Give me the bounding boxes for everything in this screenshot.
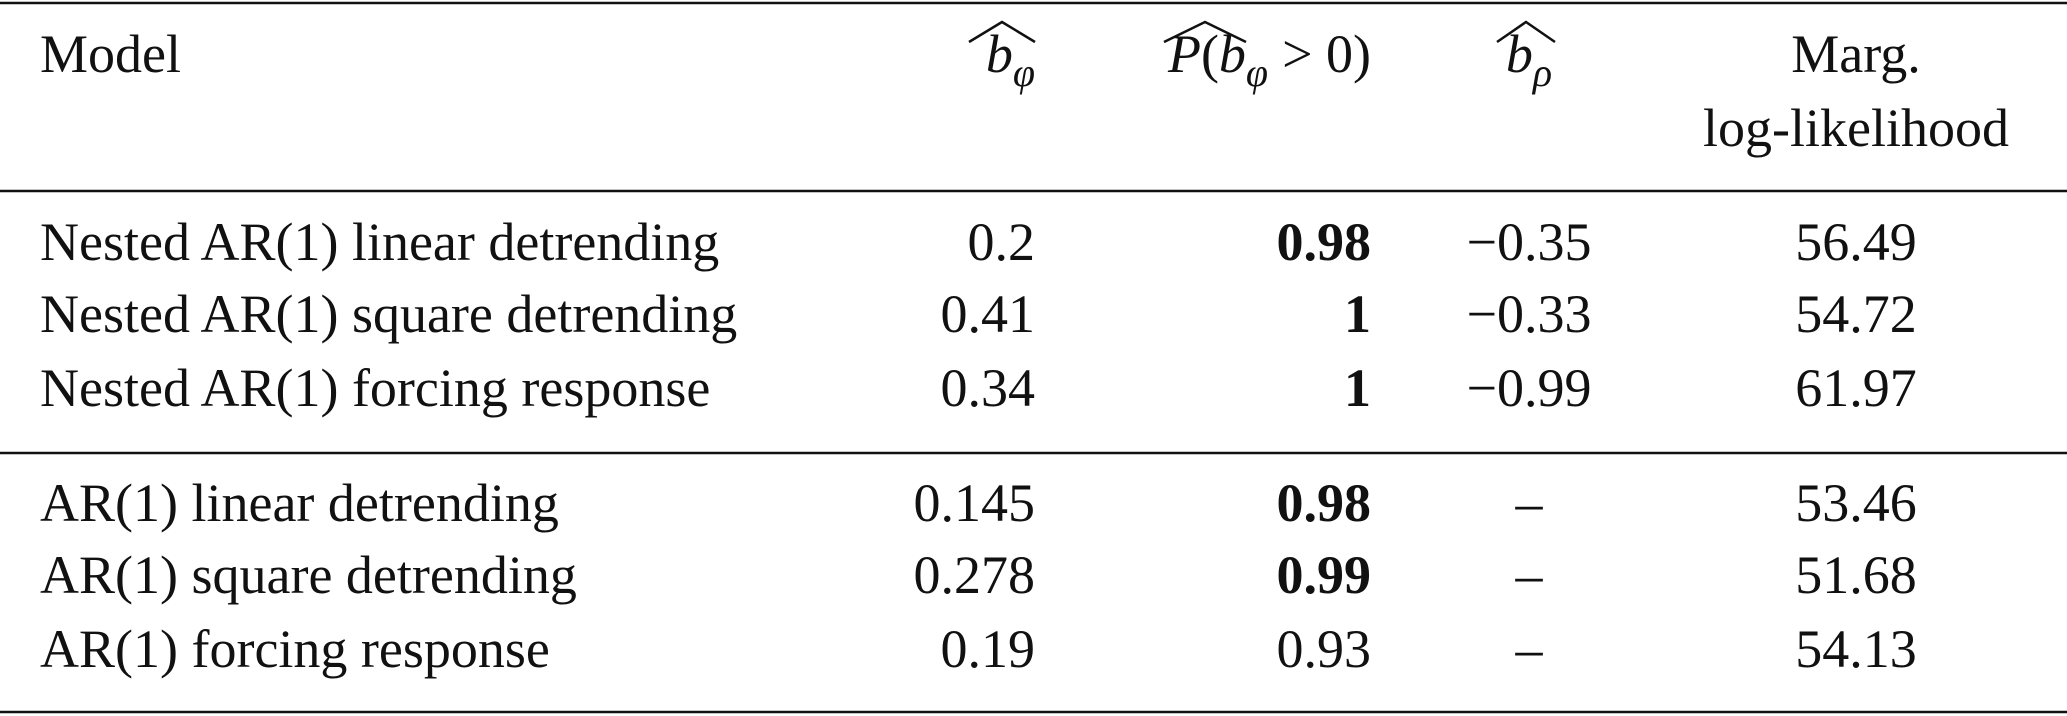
cell: 0.41 (941, 284, 1036, 344)
cell: 0.93 (1277, 619, 1372, 679)
cell: −0.99 (1467, 358, 1592, 418)
cell: 51.68 (1795, 545, 1917, 605)
cell: 1 (1344, 284, 1371, 344)
cell: 0.34 (941, 358, 1036, 418)
header-model: Model (40, 24, 181, 84)
function: P (1167, 24, 1201, 84)
row-label: AR(1) linear detrending (40, 473, 559, 533)
paren: ( (1201, 24, 1219, 84)
cell: – (1515, 545, 1544, 605)
row-label: Nested AR(1) linear detrending (40, 212, 719, 272)
header-marg: log-likelihood (1703, 98, 2009, 158)
cell: 0.145 (914, 473, 1036, 533)
cell: 0.98 (1277, 212, 1372, 272)
cell: 0.278 (914, 545, 1036, 605)
table-body: Nested AR(1) linear detrending 0.2 0.98 −0.… (40, 212, 1917, 679)
cell: 61.97 (1795, 358, 1917, 418)
hat (1496, 20, 1556, 44)
cell: 56.49 (1795, 212, 1917, 272)
cell: 54.13 (1795, 619, 1917, 679)
hat (1163, 20, 1247, 44)
cell: 53.46 (1795, 473, 1917, 533)
subscript: φ (1013, 50, 1035, 95)
row-label: Nested AR(1) square detrending (40, 284, 737, 344)
row-label: AR(1) square detrending (40, 545, 577, 605)
condition: > 0) (1282, 24, 1371, 84)
symbol: b (1219, 24, 1246, 84)
header-marg: Marg. (1791, 24, 1921, 84)
cell: – (1515, 619, 1544, 679)
row-label: AR(1) forcing response (40, 619, 550, 679)
cell: −0.35 (1467, 212, 1592, 272)
header-b-rho: bρ (1506, 24, 1552, 95)
cell: −0.33 (1467, 284, 1592, 344)
cell: 0.99 (1277, 545, 1372, 605)
hat (968, 20, 1036, 44)
subscript: ρ (1531, 50, 1552, 95)
header-b-phi: bφ (986, 24, 1035, 95)
row-label: Nested AR(1) forcing response (40, 358, 710, 418)
subscript: φ (1246, 50, 1268, 95)
symbol: b (986, 24, 1013, 84)
cell: 0.19 (941, 619, 1036, 679)
cell: 0.2 (968, 212, 1036, 272)
cell: 0.98 (1277, 473, 1372, 533)
header-p-b-phi: P(bφ > 0) (1167, 24, 1371, 95)
cell: 1 (1344, 358, 1371, 418)
cell: – (1515, 473, 1544, 533)
cell: 54.72 (1795, 284, 1917, 344)
